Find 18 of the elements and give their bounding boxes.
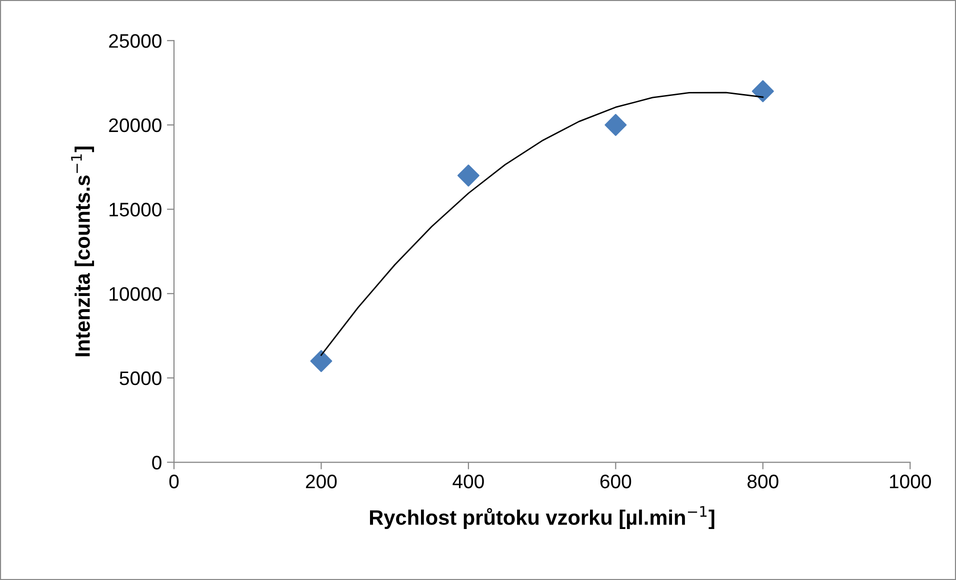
x-tick-label: 600 [600, 474, 632, 488]
x-axis-title: Rychlost průtoku vzorku [µl.min$^{−1}$] [370, 506, 714, 530]
x-tick-label: 1000 [890, 474, 931, 488]
point [310, 350, 332, 372]
x-tick-label: 0 [169, 474, 179, 488]
x-tick-label: 200 [306, 474, 337, 488]
y-axis-title: Intenzita [counts.s$^{−1}$] [71, 146, 94, 356]
y-tick-label: 15000 [110, 202, 162, 216]
y-tick-label: 0 [152, 456, 162, 470]
point [604, 114, 627, 136]
y-tick-label: 5000 [120, 371, 162, 386]
point [457, 164, 480, 187]
y-tick-label: 25000 [109, 34, 162, 48]
x-tick-label: 400 [452, 474, 484, 488]
point [752, 80, 774, 102]
y-tick-label: 20000 [109, 118, 162, 132]
x-tick-label: 800 [748, 474, 778, 488]
y-tick-label: 10000 [110, 287, 162, 301]
